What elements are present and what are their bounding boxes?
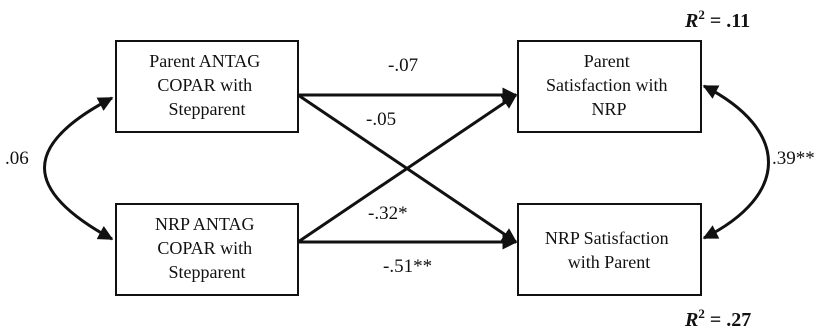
r-squared-nrp-satisfaction: R2 = .27 (684, 306, 751, 331)
r-squared-parent-satisfaction-value: = .11 (705, 10, 750, 32)
correlation-label-outcomes: .39** (772, 148, 815, 169)
box-nrp-antag: NRP ANTAG COPAR with Stepparent (115, 203, 299, 296)
coef-parent-antag-to-parent-satisfaction: -.07 (388, 55, 418, 76)
correlation-arrow-predictors (43, 96, 114, 241)
correlation-arrow-outcomes (702, 84, 770, 240)
box-parent-satisfaction: Parent Satisfaction with NRP (517, 40, 702, 133)
box-nrp-antag-line-3: Stepparent (169, 262, 246, 282)
r-squared-nrp-satisfaction-value: = .27 (705, 309, 751, 331)
box-nrp-antag-line-2: COPAR with (157, 238, 252, 258)
r-squared-parent-satisfaction-symbol: R (684, 10, 698, 32)
box-parent-antag-line-3: Stepparent (169, 99, 246, 119)
svg-text:Parent Satisfaction with: Parent Satisfaction with NRP (546, 51, 672, 119)
svg-text:NRP Satisfaction with Pa: NRP Satisfaction with Parent (545, 228, 673, 272)
box-nrp-satisfaction: NRP Satisfaction with Parent (517, 203, 702, 296)
r-squared-nrp-satisfaction-superscript: 2 (698, 306, 705, 321)
correlation-label-predictors: .06 (5, 148, 29, 169)
arrow-nrp-antag-to-parent-satisfaction (297, 93, 518, 244)
box-parent-antag-line-2: COPAR with (157, 75, 252, 95)
coef-nrp-antag-to-parent-satisfaction: -.32* (368, 203, 408, 224)
r-squared-parent-satisfaction-superscript: 2 (698, 7, 705, 22)
box-nrp-satisfaction-line-1: NRP Satisfaction (545, 228, 669, 248)
box-parent-satisfaction-line-1: Parent (584, 51, 630, 71)
box-parent-satisfaction-line-2: Satisfaction with (546, 75, 667, 95)
r-squared-nrp-satisfaction-symbol: R (684, 309, 698, 331)
svg-text:NRP ANTAG COPAR with: NRP ANTAG COPAR with Stepparent (155, 214, 259, 282)
box-nrp-satisfaction-line-2: with Parent (568, 252, 651, 272)
r-squared-parent-satisfaction: R2 = .11 (684, 7, 750, 32)
coef-parent-antag-to-nrp-satisfaction: -.05 (366, 109, 396, 130)
coef-nrp-antag-to-nrp-satisfaction: -.51** (383, 256, 432, 277)
svg-text:Parent ANTAG COPAR with: Parent ANTAG COPAR with Stepparent (149, 51, 265, 119)
box-parent-antag-line-1: Parent ANTAG (149, 51, 260, 71)
box-parent-antag: Parent ANTAG COPAR with Stepparent (115, 40, 299, 133)
box-parent-satisfaction-line-3: NRP (591, 99, 626, 119)
box-nrp-antag-line-1: NRP ANTAG (155, 214, 254, 234)
